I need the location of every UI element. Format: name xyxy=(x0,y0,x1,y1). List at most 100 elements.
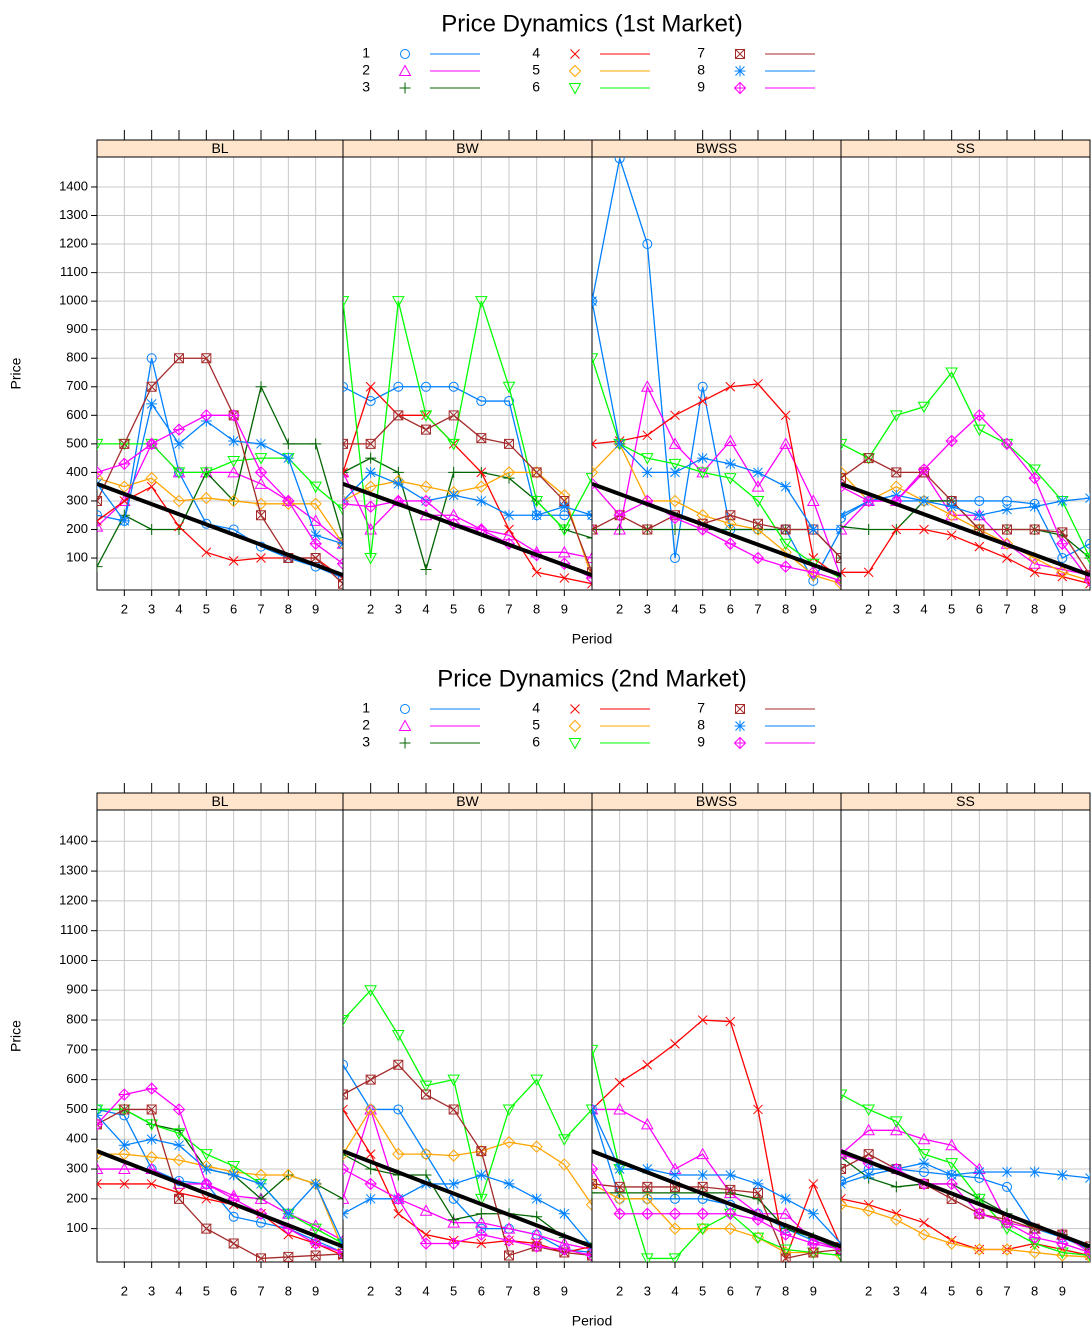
point xyxy=(282,494,295,508)
point xyxy=(724,1207,737,1220)
point xyxy=(945,1177,958,1191)
point xyxy=(254,477,268,489)
point xyxy=(780,481,792,493)
point xyxy=(97,466,104,479)
point xyxy=(585,1249,592,1262)
point xyxy=(585,473,592,485)
point xyxy=(309,537,322,550)
point xyxy=(1029,524,1040,535)
legend-label: 6 xyxy=(532,79,540,95)
point xyxy=(365,1163,377,1175)
series-line xyxy=(592,1109,841,1244)
point xyxy=(640,380,654,392)
series-line xyxy=(343,1064,592,1254)
x-tick-label: 8 xyxy=(782,1283,789,1298)
x-tick-label: 2 xyxy=(616,601,623,616)
point xyxy=(697,1015,708,1025)
point xyxy=(642,1059,653,1070)
point xyxy=(419,1080,433,1093)
point xyxy=(1000,437,1014,451)
x-tick-label: 3 xyxy=(395,1283,402,1298)
point xyxy=(118,1088,131,1101)
point xyxy=(670,553,681,564)
point xyxy=(1029,501,1041,513)
point xyxy=(725,1184,736,1195)
legend-label: 9 xyxy=(697,79,705,95)
panel-label: BWSS xyxy=(696,793,737,809)
point xyxy=(146,398,158,410)
point xyxy=(530,1140,543,1153)
point xyxy=(393,410,404,421)
point xyxy=(97,1162,104,1175)
point xyxy=(530,1228,544,1240)
point xyxy=(945,434,958,448)
x-tick-label: 7 xyxy=(754,601,761,616)
point xyxy=(641,1207,654,1220)
y-tick-label: 100 xyxy=(66,1220,88,1235)
point xyxy=(476,396,487,407)
point xyxy=(779,1244,793,1257)
point xyxy=(97,438,104,451)
point xyxy=(502,1234,516,1247)
point xyxy=(475,495,487,507)
trend-line xyxy=(841,1149,1090,1249)
point xyxy=(420,563,432,575)
point xyxy=(841,1198,848,1211)
point xyxy=(1029,567,1040,578)
point xyxy=(145,471,158,485)
point xyxy=(696,467,710,479)
point xyxy=(336,1234,343,1246)
legend-label: 7 xyxy=(697,700,705,716)
legend-label: 2 xyxy=(362,717,370,733)
point xyxy=(531,1229,542,1240)
y-tick-label: 100 xyxy=(66,549,88,564)
point xyxy=(641,466,653,478)
series-line xyxy=(592,1183,841,1260)
y-axis-label: Price xyxy=(8,1020,24,1052)
legend-marker xyxy=(734,720,746,732)
point xyxy=(392,478,404,490)
point xyxy=(559,573,570,583)
point xyxy=(1029,1166,1041,1178)
x-tick-label: 9 xyxy=(1059,601,1066,616)
point xyxy=(891,467,902,478)
point xyxy=(669,1169,681,1181)
legend-marker xyxy=(568,83,582,95)
point xyxy=(173,438,185,450)
x-tick-label: 4 xyxy=(671,601,678,616)
y-tick-label: 1000 xyxy=(59,952,88,967)
point xyxy=(1056,1249,1069,1262)
point xyxy=(641,1192,654,1206)
point xyxy=(642,239,653,250)
point xyxy=(475,1208,487,1220)
point xyxy=(779,538,793,551)
point xyxy=(448,1214,460,1226)
point xyxy=(146,481,157,492)
point xyxy=(780,410,791,421)
point xyxy=(863,567,874,578)
point xyxy=(97,1179,102,1189)
y-tick-label: 800 xyxy=(66,1011,88,1026)
point xyxy=(200,491,213,505)
series-line xyxy=(97,1108,343,1245)
panel-plot xyxy=(592,1015,841,1262)
point xyxy=(752,466,764,478)
point xyxy=(973,1207,986,1220)
point xyxy=(448,489,460,501)
point xyxy=(531,567,542,578)
point xyxy=(365,452,377,464)
x-tick-label: 3 xyxy=(893,1283,900,1298)
point xyxy=(1057,553,1068,564)
point xyxy=(530,466,543,479)
x-tick-label: 5 xyxy=(948,1283,955,1298)
point xyxy=(841,1164,846,1175)
point xyxy=(841,438,848,451)
series-line xyxy=(841,1204,1090,1258)
y-tick-label: 400 xyxy=(66,1131,88,1146)
point xyxy=(119,496,130,506)
point xyxy=(337,1193,343,1205)
x-tick-label: 8 xyxy=(782,601,789,616)
point xyxy=(393,1208,404,1219)
point xyxy=(919,1167,930,1178)
point xyxy=(945,1138,959,1151)
